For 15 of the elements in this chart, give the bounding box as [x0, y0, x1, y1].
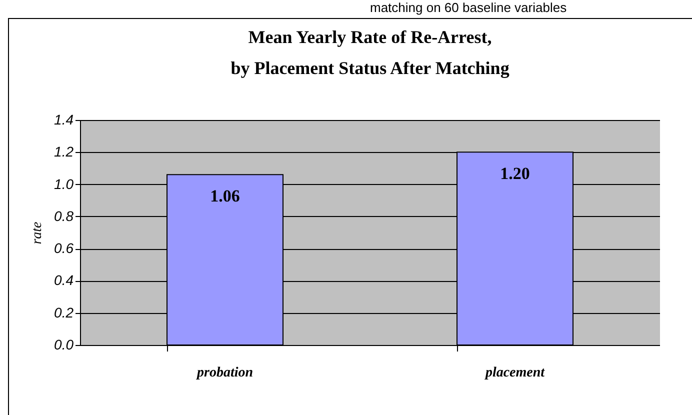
y-tick-label: 0.8	[54, 208, 74, 224]
y-tick-label: 0.2	[54, 304, 74, 320]
y-tick-label: 1.2	[54, 144, 74, 160]
y-tick-label: 0.4	[54, 272, 74, 288]
y-tick-label: 1.4	[54, 112, 74, 128]
y-tick-label: 1.0	[54, 176, 74, 192]
y-tick-label: 0.6	[54, 240, 74, 256]
text: matching on 60 baseline variables	[369, 0, 568, 16]
data-label: 1.20	[500, 164, 530, 184]
data-label: 1.06	[210, 186, 240, 206]
y-axis-title: rate	[30, 222, 46, 244]
x-tick-label: placement	[484, 366, 546, 380]
x-tick-label: probation	[196, 366, 254, 380]
y-tick-label: 0.0	[54, 336, 74, 352]
chart-title: Mean Yearly Rate of Re-Arrest, by Placement Status After Matching	[230, 27, 510, 78]
